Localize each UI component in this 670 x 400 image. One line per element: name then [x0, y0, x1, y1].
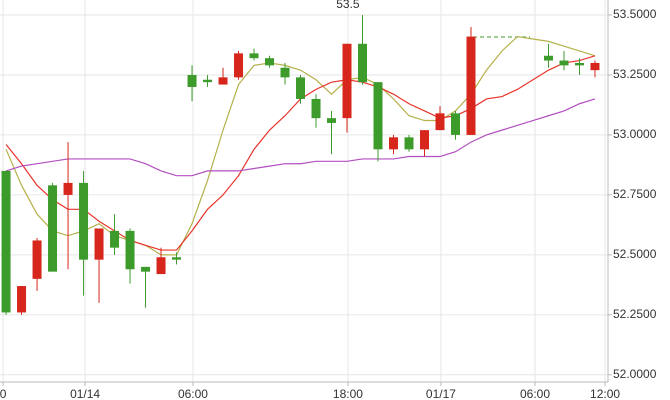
- y-tick-label: 52.2500: [613, 307, 657, 321]
- candle-body: [373, 82, 383, 150]
- candle-body: [466, 36, 476, 135]
- candle-body: [389, 137, 399, 150]
- candle-body: [79, 182, 89, 260]
- candle-body: [156, 257, 166, 275]
- candle-body: [574, 62, 584, 66]
- candle-body: [543, 55, 553, 61]
- x-tick-label: 12:00: [590, 387, 620, 400]
- candle-body: [590, 62, 600, 71]
- candle-body: [17, 286, 27, 313]
- ma-line: [5, 35, 596, 256]
- candle-body: [110, 230, 120, 248]
- y-tick-label: 52.7500: [613, 187, 657, 201]
- x-tick-label: 0: [0, 387, 7, 400]
- candle-body: [249, 53, 259, 59]
- candle-body: [218, 77, 228, 85]
- candle-body: [141, 266, 151, 272]
- candle-body: [94, 228, 104, 260]
- candle-body: [450, 113, 460, 135]
- candle-body: [172, 257, 182, 260]
- candle-body: [419, 130, 429, 150]
- candle-body: [435, 113, 445, 131]
- candle-body: [342, 43, 352, 119]
- x-tick-label: 06:00: [178, 387, 208, 400]
- y-tick-label: 52.0000: [613, 367, 657, 381]
- y-tick-label: 52.5000: [613, 247, 657, 261]
- ma-line: [5, 98, 596, 177]
- candle-body: [311, 98, 321, 119]
- candle-body: [327, 118, 337, 123]
- annotation: 53.5: [336, 0, 360, 11]
- candle-body: [125, 230, 135, 270]
- candle-body: [187, 74, 197, 87]
- x-tick-label: 18:00: [333, 387, 363, 400]
- candle-body: [296, 77, 306, 99]
- candle-body: [1, 170, 11, 313]
- candle-body: [280, 67, 290, 78]
- candle-body: [404, 137, 414, 150]
- y-tick-label: 53.2500: [613, 67, 657, 81]
- y-tick-label: 53.0000: [613, 127, 657, 141]
- candle-body: [203, 79, 213, 83]
- candle-body: [358, 43, 368, 83]
- x-tick-label: 01/14: [70, 387, 100, 400]
- candle-body: [559, 60, 569, 66]
- candle-body: [32, 240, 42, 279]
- candle-body: [265, 58, 275, 66]
- candle-body: [63, 182, 73, 195]
- candle-body: [234, 53, 244, 78]
- y-tick-label: 53.5000: [613, 7, 657, 21]
- candle-body: [48, 185, 58, 272]
- x-tick-label: 01/17: [426, 387, 456, 400]
- x-tick-label: 06:00: [520, 387, 550, 400]
